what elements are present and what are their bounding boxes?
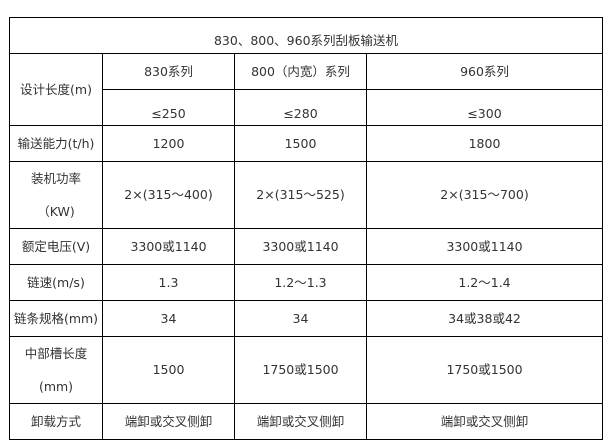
table-row: 额定电压(V) 3300或1140 3300或1140 3300或1140 (9, 228, 604, 265)
row-label-line: 装机功率 (30, 171, 81, 186)
table-cell: 端卸或交叉侧卸 (365, 403, 604, 440)
table-cell: 3300或1140 (102, 228, 235, 265)
table-cell: ≤280 (234, 89, 367, 126)
table-row: 链条规格(mm) 34 34 34或38或42 (9, 300, 604, 337)
column-header: 960系列 (365, 53, 604, 90)
table-row: ≤250 ≤280 ≤300 (10, 89, 604, 126)
row-label: 装机功率 （KW) (9, 161, 103, 229)
table-row: 链速(m/s) 1.3 1.2～1.3 1.2～1.4 (9, 264, 604, 301)
table-cell: 1.3 (102, 264, 235, 301)
column-header: 830系列 (102, 53, 235, 90)
table-row: 中部槽长度 (mm) 1500 1750或1500 1750或1500 (9, 336, 604, 404)
column-header: 800（内宽）系列 (234, 53, 367, 90)
row-label: 中部槽长度 (mm) (9, 336, 103, 404)
row-label: 链条规格(mm) (9, 300, 103, 337)
table-cell: 1500 (102, 336, 235, 404)
table-row: 卸载方式 端卸或交叉侧卸 端卸或交叉侧卸 端卸或交叉侧卸 (9, 403, 604, 440)
table-cell: 1750或1500 (365, 336, 604, 404)
table-row: 输送能力(t/h) 1200 1500 1800 (9, 125, 604, 162)
row-label-line: （KW) (37, 204, 75, 219)
table-cell: 端卸或交叉侧卸 (234, 403, 367, 440)
table-cell: 34或38或42 (365, 300, 604, 337)
row-label-line: (mm) (38, 379, 74, 394)
table-cell: ≤300 (365, 89, 604, 126)
row-label: 链速(m/s) (9, 264, 103, 301)
table-cell: 2×(315～525) (234, 161, 367, 229)
table-cell: 34 (234, 300, 367, 337)
table-cell: 1.2～1.3 (234, 264, 367, 301)
table-cell: 1200 (102, 125, 235, 162)
row-label: 卸载方式 (9, 403, 103, 440)
row-label: 设计长度(m) (9, 53, 103, 126)
table-title: 830、800、960系列刮板输送机 (8, 17, 604, 54)
spec-table: 830、800、960系列刮板输送机 设计长度(m) 830系列 800（内宽）… (8, 17, 604, 440)
table-cell: 3300或1140 (234, 228, 367, 265)
table-cell: 1800 (365, 125, 604, 162)
table-cell: 1750或1500 (234, 336, 367, 404)
table-row: 装机功率 （KW) 2×(315～400) 2×(315～525) 2×(315… (9, 161, 604, 229)
row-label-line: 中部槽长度 (24, 346, 88, 361)
table-cell: 2×(315～400) (102, 161, 235, 229)
table-header-row: 设计长度(m) 830系列 800（内宽）系列 960系列 (9, 53, 604, 126)
table-cell: 端卸或交叉侧卸 (102, 403, 235, 440)
row-label: 输送能力(t/h) (9, 125, 103, 162)
table-cell: 2×(315～700) (365, 161, 604, 229)
table-cell: 3300或1140 (365, 228, 604, 265)
table-cell: 34 (102, 300, 235, 337)
table-cell: ≤250 (102, 89, 235, 126)
table-title-row: 830、800、960系列刮板输送机 (8, 17, 604, 54)
row-label: 额定电压(V) (9, 228, 103, 265)
table-cell: 1.2～1.4 (365, 264, 604, 301)
table-cell: 1500 (234, 125, 367, 162)
